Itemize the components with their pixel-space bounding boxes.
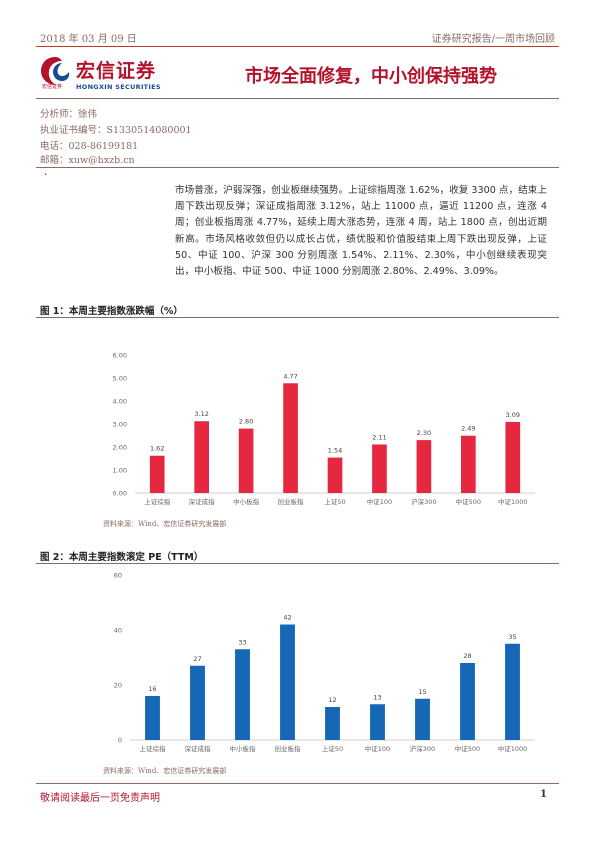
- summary-paragraph: 市场普涨，沪弱深强，创业板继续强势。上证综指周涨 1.62%，收复 3300 点…: [175, 185, 547, 278]
- footer-rule: [36, 783, 559, 784]
- x-tick-label: 上证综指: [140, 744, 167, 753]
- bar: [190, 665, 205, 740]
- data-label: 3.09: [506, 411, 520, 419]
- data-label: 28: [463, 652, 471, 660]
- x-tick-label: 中证1000: [498, 497, 528, 506]
- x-tick-label: 中证1000: [498, 744, 528, 753]
- x-tick-label: 深证成指: [185, 744, 212, 753]
- analyst-phone: 电话：028-86199181: [40, 141, 139, 152]
- bar: [461, 435, 476, 493]
- bar: [416, 440, 432, 493]
- data-label: 1.62: [150, 445, 164, 453]
- y-tick-label: 20: [114, 682, 122, 690]
- logo-sub-cn: 宏信证券: [42, 84, 63, 90]
- data-label: 33: [238, 638, 246, 646]
- bar: [460, 663, 475, 740]
- page-number: 1: [540, 789, 547, 800]
- data-label: 2.11: [372, 433, 386, 441]
- logo-name-en: HONGXIN SECURITIES: [76, 83, 161, 91]
- figure-2-chart: 0 20 40 60 16 上证综指 27 深证成指 33 中小板指 42 创业板指 12 上证50 13 中…: [114, 572, 535, 753]
- company-logo: 宏信证券 宏信证券 HONGXIN SECURITIES: [38, 54, 188, 94]
- x-tick-label: 中证500: [456, 497, 481, 506]
- figure-1-title: 图 1：本周主要指数涨跌幅（%）: [40, 306, 183, 317]
- y-tick-label: 0.00: [113, 490, 127, 498]
- y-tick-label: 3.00: [113, 421, 127, 429]
- y-tick-label: 0: [118, 737, 122, 745]
- bar: [149, 455, 165, 493]
- report-date: 2018 年 03 月 09 日: [40, 34, 137, 45]
- bar: [235, 649, 250, 740]
- analyst-email: 邮箱：xuw@hxzb.cn: [40, 155, 135, 166]
- bar: [505, 643, 520, 740]
- data-label: 42: [283, 614, 291, 622]
- bar: [145, 696, 160, 740]
- data-label: 16: [148, 685, 156, 693]
- figure-2-rule: [36, 563, 559, 564]
- bar: [372, 444, 387, 493]
- x-tick-label: 上证综指: [144, 497, 171, 506]
- bar: [280, 624, 295, 740]
- header-rule: [36, 46, 559, 47]
- x-tick-label: 上证50: [322, 744, 343, 753]
- y-tick-label: 4.00: [113, 398, 127, 406]
- report-title: 市场全面修复，中小创保持强势: [245, 66, 497, 87]
- bar: [370, 704, 385, 740]
- figure-1-chart: 0.00 1.00 2.00 3.00 4.00 5.00 6.00 1.62 上证综指 3.12…: [113, 352, 535, 506]
- y-tick-label: 1.00: [113, 467, 127, 475]
- data-label: 2.30: [417, 429, 431, 437]
- y-tick-label: 2.00: [113, 444, 127, 452]
- figure-1-source: 资料来源：Wind、宏信证券研究发展部: [103, 520, 227, 528]
- meta-rule: [36, 167, 559, 168]
- analyst-name: 分析师：徐伟: [40, 109, 98, 120]
- data-label: 13: [373, 693, 381, 701]
- y-tick-label: 60: [114, 572, 122, 580]
- x-tick-label: 创业板指: [275, 744, 302, 753]
- x-tick-label: 中证500: [455, 744, 480, 753]
- x-tick-label: 中小板指: [230, 744, 257, 753]
- x-tick-label: 沪深300: [411, 497, 436, 506]
- figure-2-title: 图 2：本周主要指数滚定 PE（TTM）: [40, 552, 204, 563]
- figure-2-source: 资料来源：Wind、宏信证券研究发展部: [103, 767, 227, 775]
- bullet-mark: ·: [44, 168, 48, 181]
- analyst-cert: 执业证书编号：S1330514080001: [40, 125, 192, 136]
- bar: [283, 383, 298, 493]
- logo-name-cn: 宏信证券: [76, 60, 157, 82]
- bar: [194, 421, 209, 493]
- y-tick-label: 5.00: [113, 375, 127, 383]
- data-label: 15: [418, 688, 426, 696]
- x-tick-label: 上证50: [324, 497, 345, 506]
- data-label: 2.49: [461, 425, 475, 433]
- x-tick-label: 中证100: [367, 497, 392, 506]
- figure-1-rule: [36, 317, 559, 318]
- data-label: 27: [193, 655, 201, 663]
- logo-mark-icon: [41, 57, 70, 85]
- data-label: 2.80: [239, 418, 253, 426]
- x-tick-label: 沪深300: [410, 744, 435, 753]
- bar: [415, 698, 430, 740]
- report-type: 证券研究报告/一周市场回顾: [431, 34, 555, 45]
- x-tick-label: 中小板指: [233, 497, 260, 506]
- footer-disclaimer: 敬请阅读最后一页免责声明: [40, 793, 160, 804]
- y-tick-label: 6.00: [113, 352, 127, 360]
- bar: [325, 707, 340, 740]
- x-tick-label: 创业板指: [278, 497, 305, 506]
- y-tick-label: 40: [114, 627, 122, 635]
- bar: [238, 428, 254, 493]
- bar: [327, 457, 343, 493]
- bar: [505, 421, 521, 493]
- x-tick-label: 深证成指: [189, 497, 216, 506]
- data-label: 3.12: [194, 410, 208, 418]
- data-label: 35: [508, 633, 516, 641]
- title-rule: [36, 98, 559, 99]
- data-label: 4.77: [283, 372, 297, 380]
- data-label: 12: [328, 696, 336, 704]
- data-label: 1.54: [328, 447, 342, 455]
- x-tick-label: 中证100: [365, 744, 390, 753]
